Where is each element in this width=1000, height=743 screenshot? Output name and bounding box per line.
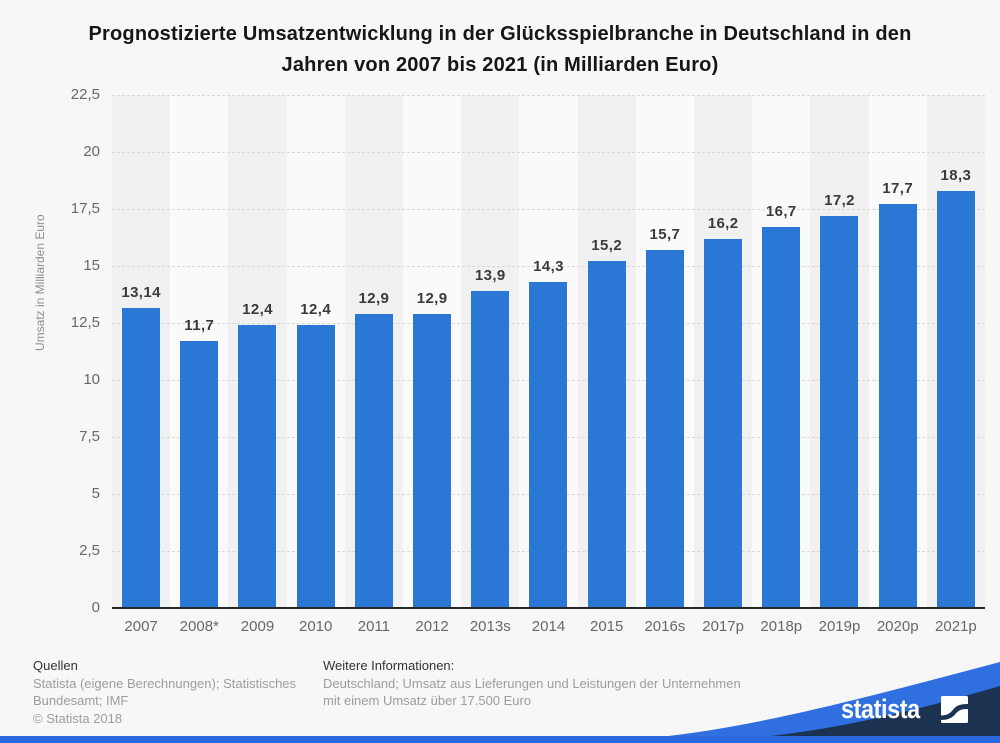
x-tick-label: 2012 bbox=[415, 618, 449, 635]
more-info-line-2: mit einem Umsatz über 17.500 Euro bbox=[323, 693, 532, 708]
bar-value-label: 13,14 bbox=[121, 284, 161, 302]
y-tick-label: 22,5 bbox=[70, 86, 100, 103]
bar-slot: 13,9 bbox=[461, 95, 519, 608]
sources-line-1: Statista (eigene Berechnungen); Statisti… bbox=[33, 675, 297, 691]
y-tick-label: 10 bbox=[83, 371, 100, 388]
chart-title-line-2: Jahren von 2007 bis 2021 (in Milliarden … bbox=[281, 54, 719, 76]
chart-title: Prognostizierte Umsatzentwicklung in der… bbox=[0, 19, 1000, 81]
bar-slot: 17,7 bbox=[869, 95, 927, 608]
x-tick-label: 2016s bbox=[644, 618, 686, 635]
bar-slot: 15,2 bbox=[578, 95, 636, 608]
y-tick-label: 12,5 bbox=[70, 314, 100, 331]
bar bbox=[529, 281, 568, 608]
y-tick-label: 17,5 bbox=[70, 200, 100, 217]
gridline bbox=[112, 95, 985, 96]
more-info-title: Weitere Informationen: bbox=[323, 658, 455, 673]
bar-value-label: 18,3 bbox=[940, 166, 972, 184]
sources-block: Quellen Statista (eigene Berechnungen); … bbox=[33, 657, 296, 727]
copyright-note: © Statista 2018 bbox=[33, 710, 123, 726]
bar-slot: 16,7 bbox=[752, 95, 810, 608]
x-tick-label: 2018p bbox=[760, 618, 803, 635]
bar-value-label: 12,9 bbox=[416, 289, 448, 307]
bar-slot: 12,9 bbox=[403, 95, 461, 608]
x-tick-label: 2014 bbox=[531, 618, 566, 635]
bar-value-label: 14,3 bbox=[533, 257, 564, 275]
x-tick-label: 2009 bbox=[240, 618, 275, 635]
bar-slot: 17,2 bbox=[810, 95, 868, 608]
x-tick-label: 2008* bbox=[179, 618, 219, 635]
plot-area: 13,14 11,7 12,4 12,4 12,9 12,9 13,9 14,3 15,2 15,… bbox=[112, 95, 985, 609]
brand-wave-graphic bbox=[545, 662, 1000, 743]
bar bbox=[238, 325, 277, 608]
bar-slot: 16,2 bbox=[694, 95, 752, 608]
bar-slot: 18,3 bbox=[927, 95, 985, 608]
bar-value-label: 11,7 bbox=[184, 317, 215, 335]
bar-slot: 12,4 bbox=[228, 95, 286, 608]
bar-slot: 12,9 bbox=[345, 95, 403, 608]
chart-title-line-1: Prognostizierte Umsatzentwicklung in der… bbox=[88, 23, 912, 45]
x-tick-label: 2019p bbox=[818, 618, 861, 635]
gridline bbox=[112, 266, 985, 267]
bar bbox=[296, 325, 335, 608]
bar-slot: 15,7 bbox=[636, 95, 694, 608]
x-tick-label: 2013s bbox=[469, 618, 511, 635]
x-tick-label: 2020p bbox=[876, 618, 919, 635]
bar-value-label: 12,4 bbox=[242, 301, 273, 319]
statista-wordmark: statista bbox=[841, 694, 920, 724]
x-axis-line bbox=[112, 607, 985, 609]
bar-value-label: 12,4 bbox=[300, 301, 332, 319]
bar bbox=[936, 190, 975, 608]
bar bbox=[180, 341, 219, 608]
y-tick-label: 0 bbox=[91, 599, 100, 616]
bar-value-label: 13,9 bbox=[474, 267, 506, 285]
y-tick-label: 5 bbox=[91, 485, 100, 502]
more-info-block: Weitere Informationen: Deutschland; Umsa… bbox=[323, 657, 741, 710]
wave-navy-corner bbox=[635, 686, 1000, 743]
bar bbox=[820, 215, 859, 608]
gridline bbox=[112, 209, 985, 210]
y-tick-label: 15 bbox=[83, 257, 100, 274]
x-tick-label: 2021p bbox=[935, 618, 977, 635]
bar-slot: 11,7 bbox=[170, 95, 228, 608]
bar-slot: 14,3 bbox=[519, 95, 577, 608]
bar-value-label: 16,7 bbox=[765, 203, 797, 221]
bar-value-label: 15,7 bbox=[649, 226, 681, 244]
bar bbox=[878, 204, 917, 608]
more-info-line-1: Deutschland; Umsatz aus Lieferungen und … bbox=[323, 675, 741, 691]
x-tick-label: 2007 bbox=[124, 618, 158, 635]
bar-value-label: 15,2 bbox=[591, 237, 623, 255]
sources-line-2: Bundesamt; IMF bbox=[33, 693, 129, 708]
y-tick-label: 7,5 bbox=[79, 428, 100, 445]
sources-title: Quellen bbox=[33, 658, 78, 673]
x-tick-label: 2015 bbox=[590, 618, 624, 635]
bar-value-label: 12,9 bbox=[358, 289, 390, 307]
bar bbox=[762, 227, 801, 608]
statista-wave-icon bbox=[940, 696, 968, 723]
bar bbox=[645, 250, 684, 608]
bar bbox=[413, 313, 452, 608]
x-tick-label: 2017p bbox=[702, 618, 744, 635]
y-tick-label: 20 bbox=[83, 143, 100, 160]
statista-logo: statista bbox=[841, 694, 968, 725]
x-tick-label: 2010 bbox=[299, 618, 333, 635]
bar-value-label: 16,2 bbox=[707, 214, 739, 232]
bar-slot: 13,14 bbox=[112, 95, 170, 608]
x-tick-label: 2011 bbox=[357, 618, 391, 635]
bar bbox=[122, 308, 161, 608]
bar bbox=[587, 261, 626, 608]
bar-value-label: 17,2 bbox=[824, 191, 855, 209]
bottom-accent-strip bbox=[0, 736, 1000, 743]
bar bbox=[471, 291, 510, 608]
bar bbox=[704, 238, 743, 608]
y-tick-label: 2,5 bbox=[79, 542, 100, 559]
bar-slot: 12,4 bbox=[287, 95, 345, 608]
bar-value-label: 17,7 bbox=[882, 180, 914, 198]
bar bbox=[354, 313, 393, 608]
gridline bbox=[112, 152, 985, 153]
